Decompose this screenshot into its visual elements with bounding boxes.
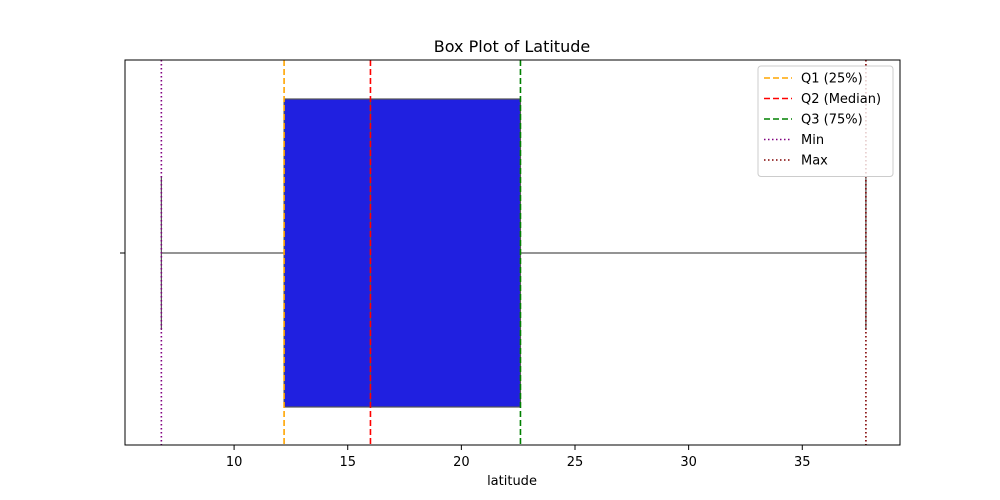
- legend-label-3: Min: [801, 133, 824, 148]
- x-tick-label-0: 10: [226, 455, 243, 470]
- box-iqr: [283, 98, 522, 408]
- legend-label-0: Q1 (25%): [801, 72, 863, 87]
- x-axis-label: latitude: [487, 474, 537, 489]
- legend-label-1: Q2 (Median): [801, 92, 881, 107]
- legend-label-4: Max: [801, 154, 828, 169]
- x-tick-label-5: 35: [794, 455, 811, 470]
- x-tick-label-3: 25: [567, 455, 584, 470]
- legend-label-2: Q3 (75%): [801, 113, 863, 128]
- x-axis: 10 15 20 25 30 35: [226, 445, 811, 470]
- x-tick-label-1: 15: [339, 455, 356, 470]
- legend: Q1 (25%) Q2 (Median) Q3 (75%) Min Max: [757, 65, 894, 177]
- x-tick-label-2: 20: [453, 455, 470, 470]
- chart-title: Box Plot of Latitude: [434, 37, 590, 56]
- x-tick-label-4: 30: [680, 455, 697, 470]
- legend-box: [757, 65, 894, 177]
- chart-marks: [160, 60, 867, 445]
